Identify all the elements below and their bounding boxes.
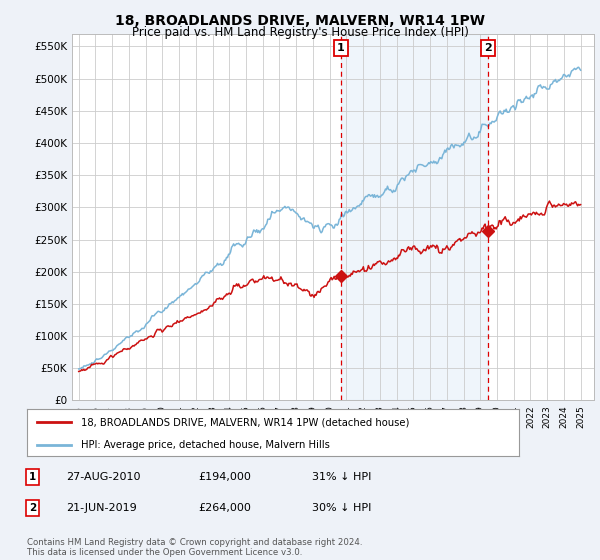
Text: 21-JUN-2019: 21-JUN-2019 xyxy=(66,503,137,513)
Text: £264,000: £264,000 xyxy=(198,503,251,513)
Text: 18, BROADLANDS DRIVE, MALVERN, WR14 1PW (detached house): 18, BROADLANDS DRIVE, MALVERN, WR14 1PW … xyxy=(81,417,409,427)
Text: 2: 2 xyxy=(484,43,492,53)
Text: £194,000: £194,000 xyxy=(198,472,251,482)
Text: 1: 1 xyxy=(29,472,36,482)
Text: Price paid vs. HM Land Registry's House Price Index (HPI): Price paid vs. HM Land Registry's House … xyxy=(131,26,469,39)
Bar xyxy=(341,34,488,400)
Text: 2: 2 xyxy=(29,503,36,513)
Text: 31% ↓ HPI: 31% ↓ HPI xyxy=(312,472,371,482)
Text: 18, BROADLANDS DRIVE, MALVERN, WR14 1PW: 18, BROADLANDS DRIVE, MALVERN, WR14 1PW xyxy=(115,14,485,28)
Text: Contains HM Land Registry data © Crown copyright and database right 2024.
This d: Contains HM Land Registry data © Crown c… xyxy=(27,538,362,557)
Text: 27-AUG-2010: 27-AUG-2010 xyxy=(66,472,140,482)
Text: 30% ↓ HPI: 30% ↓ HPI xyxy=(312,503,371,513)
Text: HPI: Average price, detached house, Malvern Hills: HPI: Average price, detached house, Malv… xyxy=(81,440,330,450)
Text: 1: 1 xyxy=(337,43,344,53)
